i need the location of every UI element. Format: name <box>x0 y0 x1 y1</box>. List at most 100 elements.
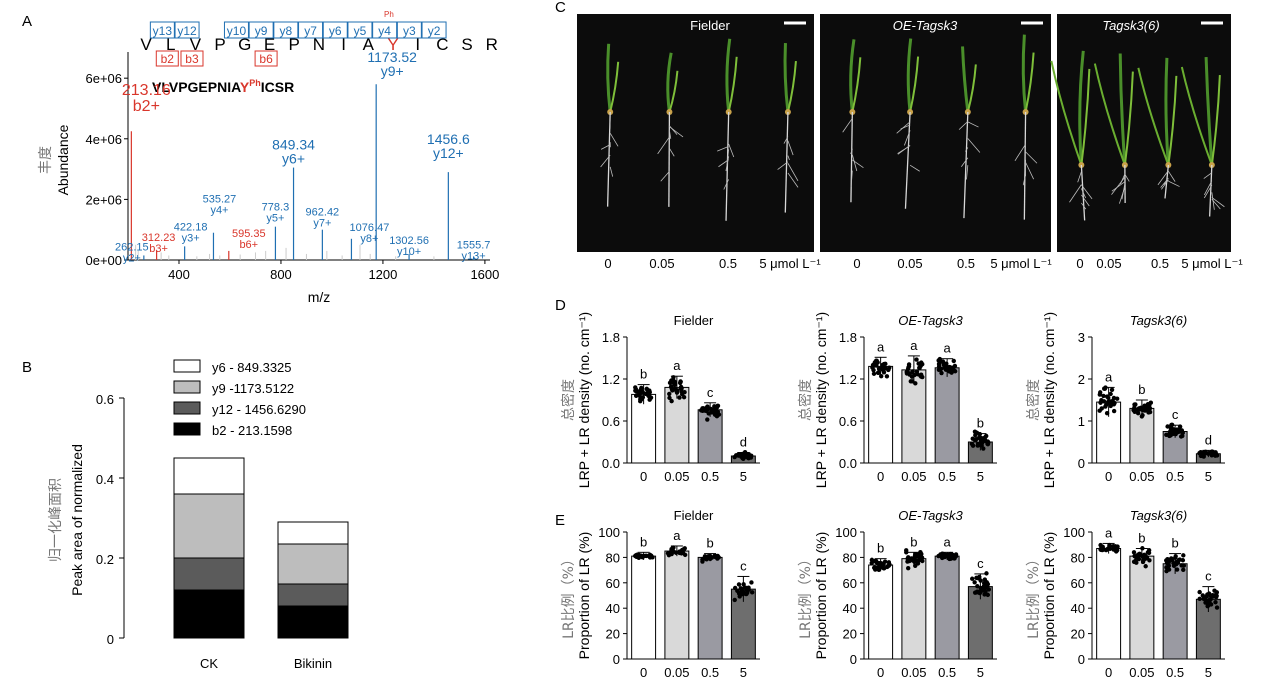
lateral-root <box>728 143 735 158</box>
photo-title: OE-Tagsk3 <box>893 18 958 33</box>
x-tick-label: 0.5 <box>938 469 956 484</box>
data-point <box>886 367 891 372</box>
data-point <box>1146 410 1151 415</box>
data-point <box>881 566 886 571</box>
significance-letter: a <box>944 534 952 549</box>
data-point <box>1098 400 1103 405</box>
significance-letter: b <box>1172 536 1179 551</box>
significance-letter: a <box>673 358 681 373</box>
data-point <box>969 441 975 447</box>
data-point <box>1212 588 1217 593</box>
b-ion-label: b6 <box>259 52 273 66</box>
lateral-root <box>1069 184 1082 203</box>
lateral-root <box>1077 171 1082 183</box>
bar <box>1096 548 1122 660</box>
y-ion-box <box>322 21 348 39</box>
data-point <box>916 361 921 366</box>
seedling-shoot <box>961 46 970 113</box>
data-point <box>709 407 715 412</box>
data-point <box>914 357 919 362</box>
seedling-shoot <box>606 43 612 113</box>
data-point <box>1108 391 1113 397</box>
data-point <box>1132 402 1137 407</box>
peak-ion-label: y13+ <box>462 250 486 262</box>
data-point <box>667 391 672 397</box>
data-point <box>874 363 879 368</box>
significance-letter: d <box>740 435 747 450</box>
y-ion-box <box>372 21 398 39</box>
data-point <box>982 577 988 582</box>
data-point <box>1112 544 1117 549</box>
data-point <box>1178 434 1184 439</box>
data-point <box>986 587 992 592</box>
y-tick-label: 20 <box>1071 627 1085 642</box>
seedling-root <box>1209 164 1213 217</box>
data-point <box>980 436 986 441</box>
y-ion-box <box>421 21 447 39</box>
bar <box>868 365 894 464</box>
y-axis-title: Proportion of LR (%) <box>576 532 592 660</box>
lateral-root <box>1080 188 1086 199</box>
peak-mz-label: 312.23 <box>142 232 176 244</box>
photo-background <box>1057 14 1231 252</box>
peak-ion-label: y5+ <box>266 213 284 225</box>
chart-title: Tagsk3(6) <box>1130 313 1187 328</box>
data-point <box>906 555 911 560</box>
x-tick-label: 1600 <box>470 267 499 282</box>
data-point <box>1131 550 1137 555</box>
data-point <box>939 370 944 376</box>
peak-ion-label: y4+ <box>210 205 228 217</box>
y-axis-title-cn: 总密度 <box>560 379 577 421</box>
data-point <box>984 571 989 576</box>
x-tick-label: 0 <box>1105 665 1112 680</box>
y-ion-box <box>223 21 249 39</box>
x-tick-label: 1200 <box>368 267 397 282</box>
y-tick-label: 0 <box>613 652 620 667</box>
lateral-root <box>967 121 979 128</box>
y-ion-box <box>174 21 200 39</box>
data-point <box>881 361 887 367</box>
seedling-leaf <box>1180 66 1213 166</box>
lateral-root <box>787 163 799 182</box>
concentration-label: 5 μmol L⁻¹ <box>990 256 1052 271</box>
lateral-root <box>851 154 858 172</box>
photo-title: Fielder <box>690 18 730 33</box>
data-point <box>638 387 644 392</box>
concentration-label: 0.05 <box>897 256 922 271</box>
peak-mz-label: 1555.7 <box>457 239 491 251</box>
lateral-root <box>669 148 675 157</box>
data-point <box>912 559 917 564</box>
lateral-root <box>842 118 853 133</box>
y-tick-label: 0 <box>107 632 114 647</box>
seedling-leaf <box>1024 52 1035 113</box>
y-axis-title-cn: LR比例（%） <box>561 552 577 639</box>
data-point <box>746 585 751 590</box>
data-point <box>880 367 885 372</box>
seedling-shoot <box>1078 50 1085 166</box>
bar <box>934 367 960 464</box>
y-tick-label: 40 <box>606 601 620 616</box>
sequence-residue: G <box>238 35 251 54</box>
legend-swatch <box>173 380 201 394</box>
data-point <box>678 386 684 391</box>
y-tick-label: 0.2 <box>96 552 114 567</box>
x-tick-label: 800 <box>270 267 292 282</box>
peak-ion-label: y10+ <box>397 246 421 258</box>
x-tick-label: 0.05 <box>1129 665 1154 680</box>
y-tick-label: 0.4 <box>96 472 114 487</box>
b-ion-label: b2 <box>161 52 175 66</box>
peak-mz-label: 422.18 <box>174 221 208 233</box>
lateral-root <box>967 138 981 153</box>
panel-d-density-charts: 0.0 0.6 1.2 1.8 Fielder LRP + LR density (no.… <box>560 312 1225 488</box>
data-point <box>1114 549 1119 554</box>
data-point <box>1177 427 1182 432</box>
data-point <box>633 387 639 392</box>
x-tick-label: 0.5 <box>701 469 719 484</box>
seedling-leaf <box>909 56 920 113</box>
data-point <box>876 370 881 375</box>
data-point <box>714 410 719 415</box>
seedling-leaf <box>851 57 862 113</box>
data-point <box>1141 557 1147 562</box>
peak-ion-label: y8+ <box>360 233 378 245</box>
bar <box>697 556 723 660</box>
